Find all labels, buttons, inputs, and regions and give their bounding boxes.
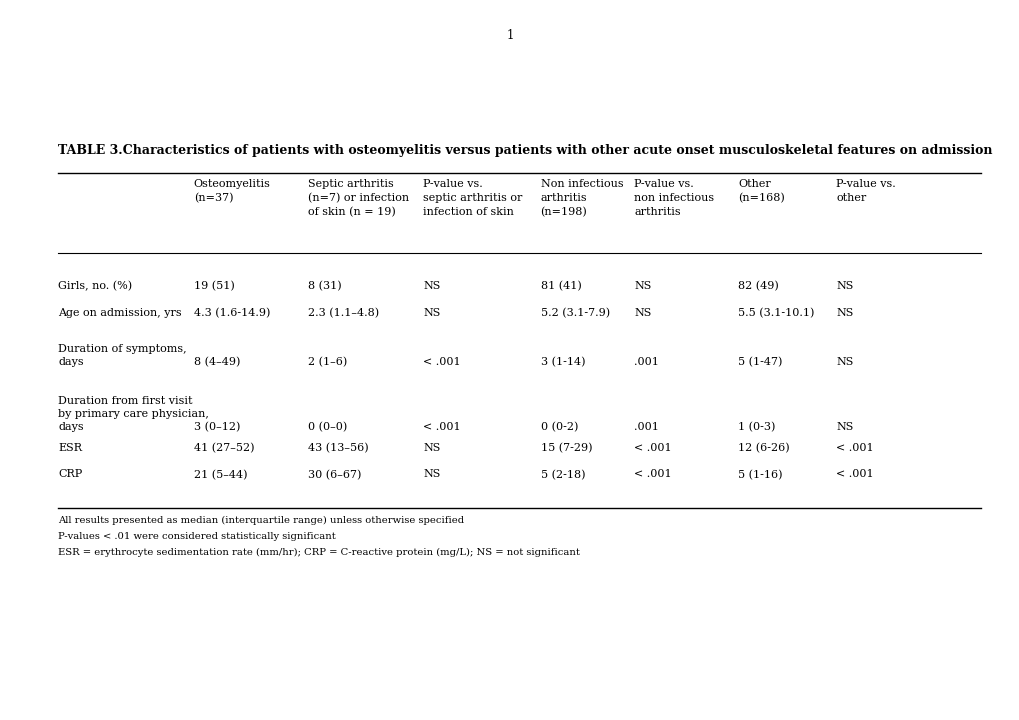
- Text: < .001: < .001: [634, 443, 672, 453]
- Text: (n=198): (n=198): [540, 207, 587, 217]
- Text: ESR = erythrocyte sedimentation rate (mm/hr); CRP = C-reactive protein (mg/L); N: ESR = erythrocyte sedimentation rate (mm…: [58, 548, 580, 557]
- Text: 21 (5–44): 21 (5–44): [194, 469, 247, 480]
- Text: septic arthritis or: septic arthritis or: [423, 193, 522, 203]
- Text: Age on admission, yrs: Age on admission, yrs: [58, 308, 181, 318]
- Text: 1 (0-3): 1 (0-3): [738, 422, 775, 432]
- Text: NS: NS: [836, 422, 853, 432]
- Text: 19 (51): 19 (51): [194, 281, 234, 291]
- Text: NS: NS: [423, 469, 440, 480]
- Text: 82 (49): 82 (49): [738, 281, 779, 291]
- Text: Other: Other: [738, 179, 770, 189]
- Text: NS: NS: [836, 281, 853, 291]
- Text: TABLE 3.: TABLE 3.: [58, 144, 122, 157]
- Text: 3 (0–12): 3 (0–12): [194, 422, 239, 432]
- Text: 2.3 (1.1–4.8): 2.3 (1.1–4.8): [308, 308, 379, 318]
- Text: ESR: ESR: [58, 443, 83, 453]
- Text: .001: .001: [634, 357, 658, 367]
- Text: 12 (6-26): 12 (6-26): [738, 443, 790, 453]
- Text: Osteomyelitis: Osteomyelitis: [194, 179, 270, 189]
- Text: 5 (1-47): 5 (1-47): [738, 357, 783, 367]
- Text: .001: .001: [634, 422, 658, 432]
- Text: NS: NS: [423, 281, 440, 291]
- Text: All results presented as median (interquartile range) unless otherwise specified: All results presented as median (interqu…: [58, 516, 464, 526]
- Text: (n=7) or infection: (n=7) or infection: [308, 193, 409, 203]
- Text: P-value vs.: P-value vs.: [836, 179, 896, 189]
- Text: other: other: [836, 193, 866, 203]
- Text: Duration of symptoms,: Duration of symptoms,: [58, 344, 186, 354]
- Text: < .001: < .001: [836, 443, 873, 453]
- Text: 5.5 (3.1-10.1): 5.5 (3.1-10.1): [738, 308, 814, 318]
- Text: 81 (41): 81 (41): [540, 281, 581, 291]
- Text: days: days: [58, 357, 84, 367]
- Text: NS: NS: [423, 443, 440, 453]
- Text: of skin (n = 19): of skin (n = 19): [308, 207, 395, 217]
- Text: (n=168): (n=168): [738, 193, 785, 203]
- Text: Characteristics of patients with osteomyelitis versus patients with other acute : Characteristics of patients with osteomy…: [114, 144, 991, 157]
- Text: P-values < .01 were considered statistically significant: P-values < .01 were considered statistic…: [58, 532, 335, 541]
- Text: NS: NS: [836, 357, 853, 367]
- Text: (n=37): (n=37): [194, 193, 233, 203]
- Text: 2 (1–6): 2 (1–6): [308, 357, 346, 367]
- Text: non infectious: non infectious: [634, 193, 714, 203]
- Text: 8 (31): 8 (31): [308, 281, 341, 291]
- Text: 15 (7-29): 15 (7-29): [540, 443, 591, 453]
- Text: 0 (0–0): 0 (0–0): [308, 422, 346, 432]
- Text: 4.3 (1.6-14.9): 4.3 (1.6-14.9): [194, 308, 270, 318]
- Text: NS: NS: [634, 308, 651, 318]
- Text: 43 (13–56): 43 (13–56): [308, 443, 368, 453]
- Text: < .001: < .001: [634, 469, 672, 480]
- Text: 5 (2-18): 5 (2-18): [540, 469, 585, 480]
- Text: < .001: < .001: [836, 469, 873, 480]
- Text: Septic arthritis: Septic arthritis: [308, 179, 393, 189]
- Text: 1: 1: [505, 29, 514, 42]
- Text: < .001: < .001: [423, 422, 461, 432]
- Text: NS: NS: [423, 308, 440, 318]
- Text: Duration from first visit: Duration from first visit: [58, 396, 193, 406]
- Text: Non infectious: Non infectious: [540, 179, 623, 189]
- Text: 5.2 (3.1-7.9): 5.2 (3.1-7.9): [540, 308, 609, 318]
- Text: P-value vs.: P-value vs.: [634, 179, 694, 189]
- Text: infection of skin: infection of skin: [423, 207, 514, 217]
- Text: 30 (6–67): 30 (6–67): [308, 469, 361, 480]
- Text: by primary care physician,: by primary care physician,: [58, 409, 209, 419]
- Text: Girls, no. (%): Girls, no. (%): [58, 281, 132, 291]
- Text: NS: NS: [836, 308, 853, 318]
- Text: arthritis: arthritis: [634, 207, 681, 217]
- Text: CRP: CRP: [58, 469, 83, 480]
- Text: 41 (27–52): 41 (27–52): [194, 443, 254, 453]
- Text: < .001: < .001: [423, 357, 461, 367]
- Text: P-value vs.: P-value vs.: [423, 179, 483, 189]
- Text: 8 (4–49): 8 (4–49): [194, 357, 239, 367]
- Text: days: days: [58, 422, 84, 432]
- Text: arthritis: arthritis: [540, 193, 587, 203]
- Text: 5 (1-16): 5 (1-16): [738, 469, 783, 480]
- Text: NS: NS: [634, 281, 651, 291]
- Text: 3 (1-14): 3 (1-14): [540, 357, 585, 367]
- Text: 0 (0-2): 0 (0-2): [540, 422, 578, 432]
